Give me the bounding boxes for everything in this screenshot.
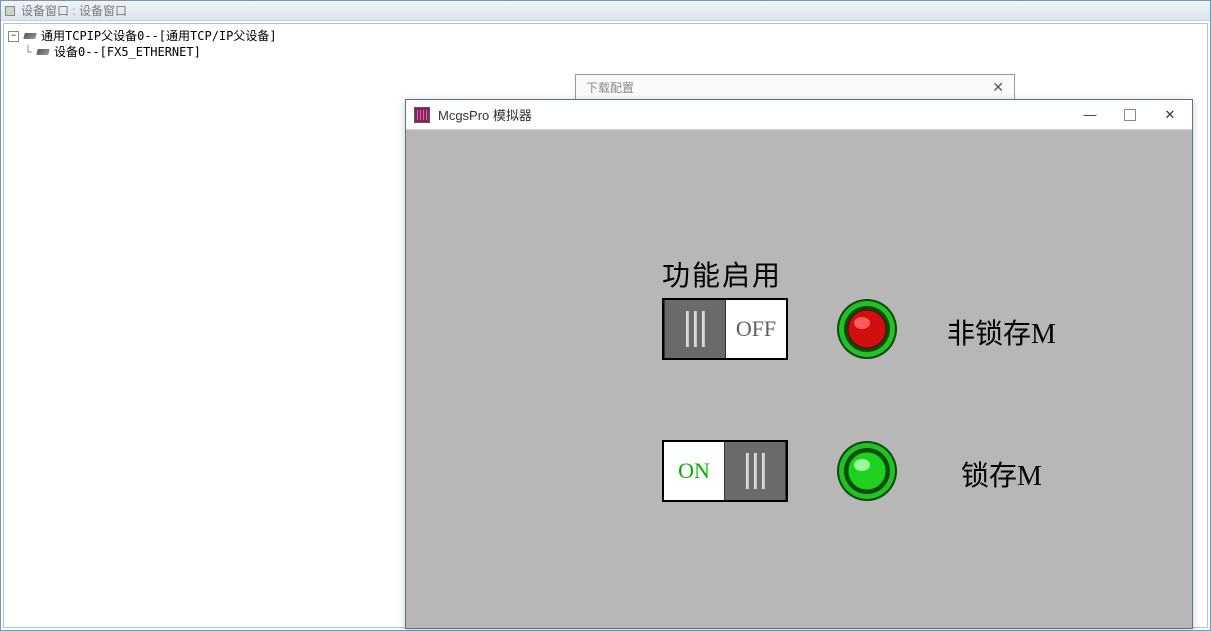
toggle-off-label: OFF	[736, 316, 776, 342]
tree-root-label: 通用TCPIP父设备0--[通用TCP/IP父设备]	[41, 28, 277, 44]
simulator-app-icon	[414, 107, 430, 123]
download-config-title: 下载配置	[586, 79, 634, 96]
toggle-nonlatch[interactable]: OFF	[662, 298, 788, 360]
simulator-titlebar[interactable]: McgsPro 模拟器	[406, 100, 1192, 130]
tree-expander-icon[interactable]: −	[8, 31, 19, 42]
toggle-label-cell: OFF	[726, 300, 786, 358]
row-label-latch: 锁存M	[961, 454, 1042, 494]
toggle-handle	[724, 442, 786, 500]
maximize-button[interactable]	[1124, 109, 1136, 121]
device-icon	[24, 31, 38, 41]
tree-root-row[interactable]: − 通用TCPIP父设备0--[通用TCP/IP父设备]	[6, 28, 1205, 44]
toggle-on-label: ON	[678, 458, 710, 484]
indicator-lamp-latch	[836, 440, 898, 502]
close-button[interactable]	[1160, 107, 1180, 123]
close-icon[interactable]: ✕	[992, 79, 1004, 96]
row-label-nonlatch: 非锁存M	[947, 312, 1056, 352]
device-window-icon	[5, 6, 15, 16]
download-config-popup-titlebar: 下载配置 ✕	[575, 74, 1015, 100]
window-buttons	[1080, 107, 1180, 123]
simulator-body: 功能启用 OFF 非锁存M ON	[406, 130, 1192, 628]
device-window-titlebar[interactable]: 设备窗口 : 设备窗口	[1, 1, 1210, 21]
toggle-handle	[664, 300, 726, 358]
section-title: 功能启用	[662, 254, 782, 294]
toggle-latch[interactable]: ON	[662, 440, 788, 502]
tree-child-row[interactable]: └ 设备0--[FX5_ETHERNET]	[6, 44, 1205, 60]
simulator-title: McgsPro 模拟器	[438, 105, 1080, 124]
minimize-button[interactable]	[1080, 107, 1100, 123]
device-window-title: 设备窗口 : 设备窗口	[21, 2, 127, 19]
indicator-lamp-nonlatch	[836, 298, 898, 360]
toggle-label-cell: ON	[664, 442, 724, 500]
tree-child-label: 设备0--[FX5_ETHERNET]	[54, 44, 201, 60]
simulator-window: McgsPro 模拟器 功能启用 OFF	[405, 99, 1193, 629]
device-icon	[37, 47, 51, 57]
tree-connector: └	[22, 44, 34, 60]
